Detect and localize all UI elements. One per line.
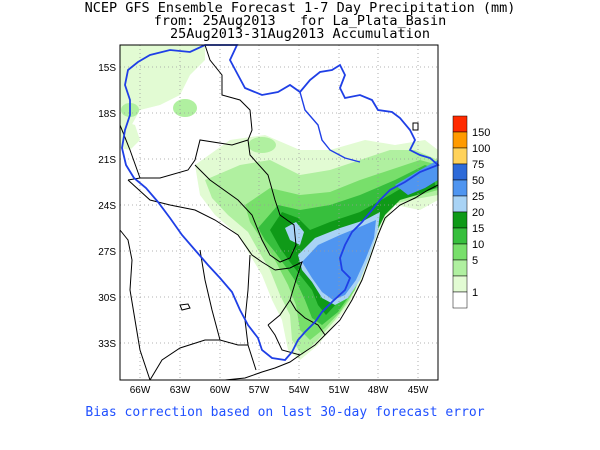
lon-label: 57W — [249, 385, 270, 396]
legend-swatch-75 — [452, 163, 468, 181]
legend-label: 5 — [472, 255, 478, 267]
legend-label: 25 — [472, 191, 484, 203]
map-title: NCEP GFS Ensemble Forecast 1-7 Day Preci… — [84, 0, 516, 16]
legend-label: 150 — [472, 127, 490, 139]
lon-label: 66W — [130, 385, 151, 396]
legend-swatch-1 — [452, 275, 468, 293]
legend-swatch-25 — [452, 195, 468, 213]
lon-label: 45W — [408, 385, 429, 396]
legend-swatch-15 — [452, 227, 468, 245]
border-bolivia-east — [127, 139, 249, 181]
legend-swatch-10 — [452, 243, 468, 261]
legend-label: 100 — [472, 143, 490, 155]
border-argentina-chile — [119, 229, 151, 381]
forecast-date-line: from: 25Aug2013 for La_Plata_Basin — [153, 13, 447, 29]
lon-label: 63W — [170, 385, 191, 396]
lat-label: 27S — [98, 247, 116, 258]
legend-label: 75 — [472, 159, 484, 171]
lat-label: 18S — [98, 109, 116, 120]
legend-swatch-20 — [452, 211, 468, 229]
lat-label: 30S — [98, 293, 116, 304]
precip-spot-18s-west — [173, 99, 197, 117]
border-uruguay — [267, 299, 326, 356]
legend-swatch-5 — [452, 259, 468, 277]
basin-outline — [121, 44, 440, 361]
legend-swatch-100 — [452, 147, 468, 165]
color-legend: 150 100 75 50 25 20 15 10 5 1 — [452, 115, 490, 309]
legend-label: 15 — [472, 223, 484, 235]
border-sw — [149, 339, 248, 381]
lon-label: 54W — [289, 385, 310, 396]
precip-area-1mm-north — [120, 45, 205, 128]
lon-axis: 66W 63W 60W 57W 54W 51W 48W 45W — [130, 385, 429, 396]
lon-label: 51W — [329, 385, 350, 396]
lat-label: 24S — [98, 201, 116, 212]
lat-label: 33S — [98, 339, 116, 350]
lon-label: 48W — [368, 385, 389, 396]
lat-label: 15S — [98, 63, 116, 74]
border-small-island — [179, 303, 191, 311]
lat-label: 21S — [98, 155, 116, 166]
precip-spot-21s — [248, 137, 276, 153]
legend-label: 10 — [472, 239, 484, 251]
coast-brazil-south — [324, 184, 439, 336]
river-channel — [299, 91, 361, 163]
legend-swatch-150 — [452, 131, 468, 149]
map-panel — [119, 44, 440, 381]
border-argentina-misiones — [267, 261, 303, 326]
border-paraguay — [194, 139, 297, 263]
legend-swatch-50 — [452, 179, 468, 197]
legend-label: 20 — [472, 207, 484, 219]
map-frame — [119, 44, 439, 381]
legend-swatch-max — [452, 115, 468, 133]
legend-label: 1 — [472, 287, 478, 299]
accumulation-period-line: 25Aug2013-31Aug2013 Accumulation — [169, 26, 431, 42]
precip-shading — [120, 45, 438, 360]
lake-marker — [412, 122, 419, 131]
lon-label: 60W — [210, 385, 231, 396]
border-bolivia-west — [119, 124, 141, 179]
lat-axis: 15S 18S 21S 24S 27S 30S 33S — [98, 63, 116, 350]
border-bolivia-brazil — [204, 44, 253, 141]
legend-swatch-0 — [452, 291, 468, 309]
legend-label: 50 — [472, 175, 484, 187]
map-gridlines — [120, 45, 438, 380]
bias-correction-note: Bias correction based on last 30-day for… — [85, 405, 485, 420]
coast-rio-plata — [224, 354, 301, 381]
border-interior-west — [199, 249, 221, 341]
precip-area-50mm — [302, 220, 376, 300]
